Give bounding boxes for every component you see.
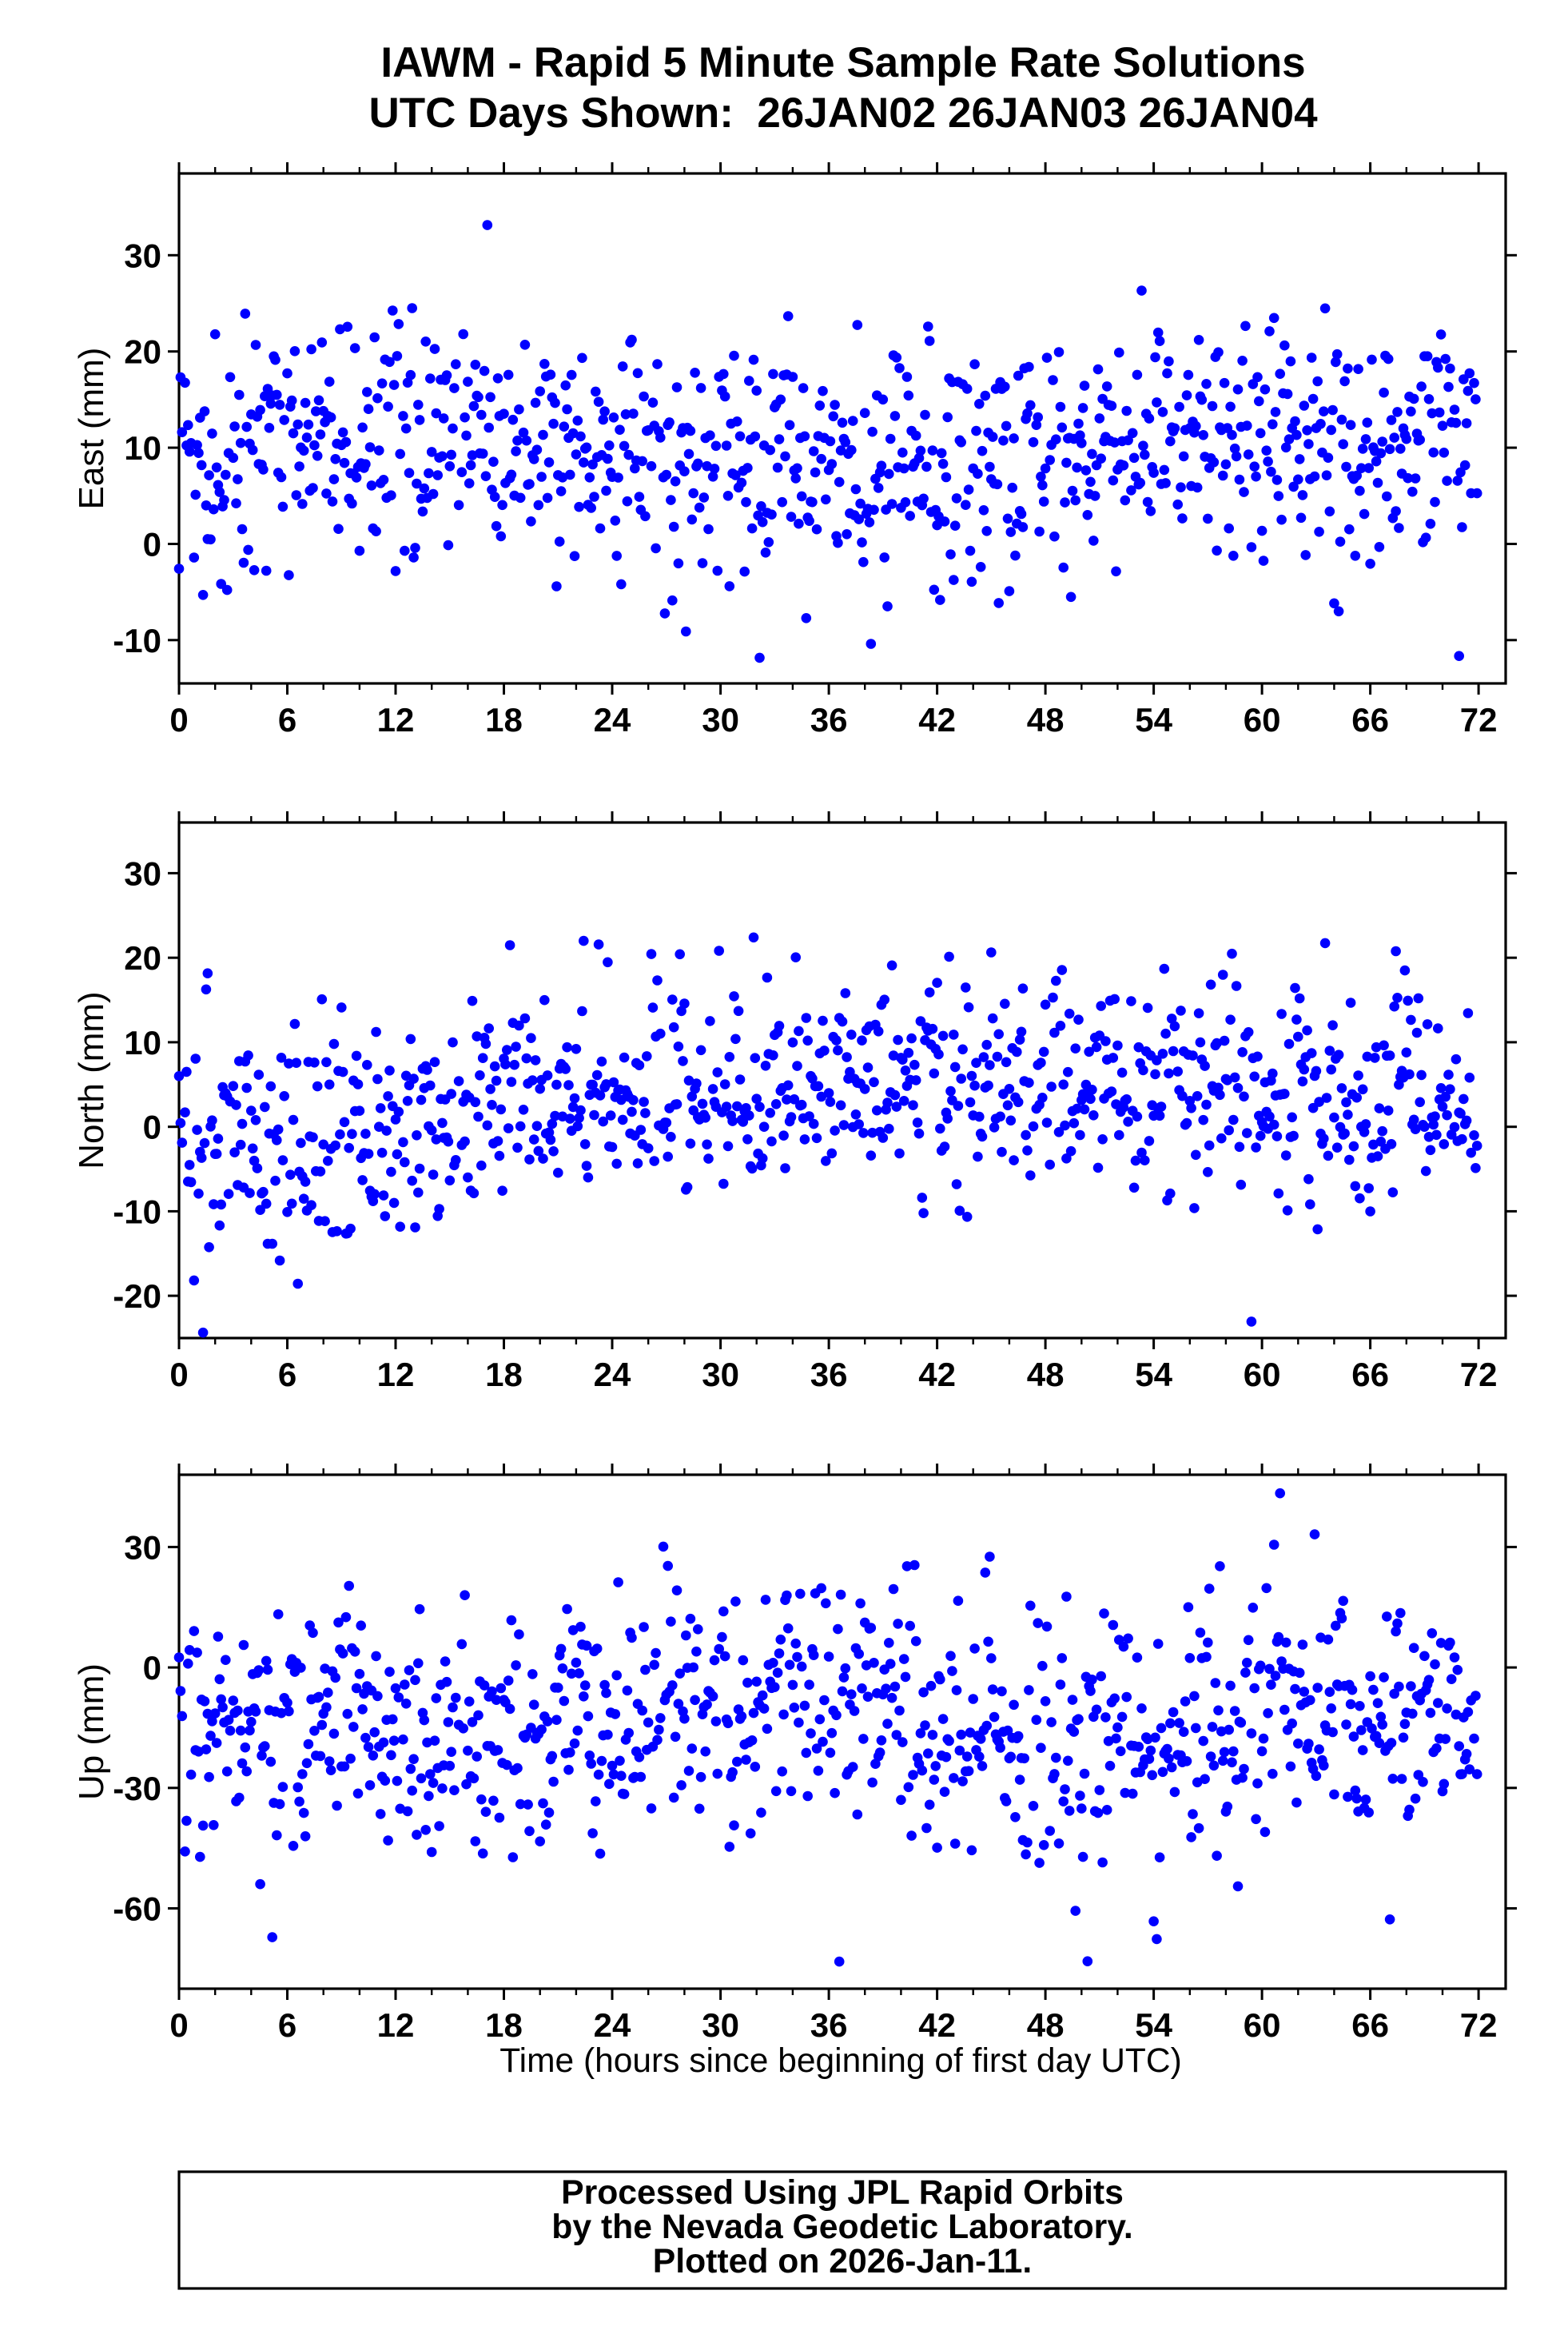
- svg-text:0: 0: [143, 526, 161, 564]
- svg-text:30: 30: [702, 1356, 739, 1393]
- svg-text:72: 72: [1460, 1356, 1498, 1393]
- svg-text:6: 6: [278, 701, 296, 739]
- svg-text:54: 54: [1135, 701, 1172, 739]
- svg-text:0: 0: [169, 1356, 188, 1393]
- svg-text:UTC Days Shown: 26JAN02 26JAN: UTC Days Shown: 26JAN02 26JAN03 26JAN04: [368, 90, 1318, 137]
- svg-text:48: 48: [1027, 1356, 1065, 1393]
- svg-text:36: 36: [810, 2006, 848, 2044]
- svg-text:48: 48: [1027, 701, 1065, 739]
- svg-text:60: 60: [1244, 2006, 1281, 2044]
- svg-text:66: 66: [1351, 1356, 1389, 1393]
- svg-text:24: 24: [594, 1356, 631, 1393]
- svg-text:20: 20: [124, 333, 161, 371]
- svg-text:72: 72: [1460, 2006, 1498, 2044]
- svg-text:24: 24: [594, 2006, 631, 2044]
- svg-text:-60: -60: [113, 1890, 161, 1928]
- svg-text:42: 42: [918, 701, 956, 739]
- svg-text:IAWM - Rapid 5 Minute Sample R: IAWM - Rapid 5 Minute Sample Rate Soluti…: [380, 39, 1305, 86]
- svg-text:18: 18: [485, 701, 523, 739]
- svg-text:6: 6: [278, 2006, 296, 2044]
- svg-text:30: 30: [124, 237, 161, 274]
- svg-text:24: 24: [594, 701, 631, 739]
- svg-text:60: 60: [1244, 1356, 1281, 1393]
- svg-text:30: 30: [702, 701, 739, 739]
- svg-text:36: 36: [810, 701, 848, 739]
- svg-text:30: 30: [124, 1528, 161, 1566]
- svg-text:Time (hours since beginning of: Time (hours since beginning of first day…: [499, 2042, 1181, 2080]
- svg-text:42: 42: [918, 1356, 956, 1393]
- svg-text:0: 0: [143, 1649, 161, 1687]
- svg-text:72: 72: [1460, 701, 1498, 739]
- svg-text:42: 42: [918, 2006, 956, 2044]
- svg-text:30: 30: [124, 854, 161, 892]
- svg-text:18: 18: [485, 1356, 523, 1393]
- svg-text:20: 20: [124, 939, 161, 977]
- svg-text:12: 12: [377, 1356, 415, 1393]
- svg-text:North (mm): North (mm): [72, 991, 111, 1169]
- svg-text:-20: -20: [113, 1277, 161, 1315]
- svg-text:0: 0: [169, 2006, 188, 2044]
- svg-text:48: 48: [1027, 2006, 1065, 2044]
- svg-text:-30: -30: [113, 1770, 161, 1807]
- svg-text:Plotted on 2026-Jan-11.: Plotted on 2026-Jan-11.: [653, 2242, 1032, 2280]
- svg-text:66: 66: [1351, 701, 1389, 739]
- svg-text:by the Nevada Geodetic Laborat: by the Nevada Geodetic Laboratory.: [551, 2208, 1132, 2246]
- svg-text:0: 0: [143, 1109, 161, 1146]
- svg-text:54: 54: [1135, 1356, 1172, 1393]
- svg-text:Up (mm): Up (mm): [72, 1663, 111, 1800]
- svg-text:10: 10: [124, 1024, 161, 1061]
- svg-text:66: 66: [1351, 2006, 1389, 2044]
- svg-text:18: 18: [485, 2006, 523, 2044]
- svg-text:6: 6: [278, 1356, 296, 1393]
- svg-text:12: 12: [377, 701, 415, 739]
- svg-text:Processed Using JPL Rapid Orbi: Processed Using JPL Rapid Orbits: [561, 2173, 1124, 2212]
- svg-text:10: 10: [124, 429, 161, 467]
- svg-text:36: 36: [810, 1356, 848, 1393]
- svg-text:60: 60: [1244, 701, 1281, 739]
- svg-text:30: 30: [702, 2006, 739, 2044]
- svg-text:East (mm): East (mm): [72, 348, 111, 510]
- svg-text:-10: -10: [113, 1193, 161, 1230]
- svg-text:54: 54: [1135, 2006, 1172, 2044]
- svg-text:-10: -10: [113, 622, 161, 659]
- svg-text:12: 12: [377, 2006, 415, 2044]
- svg-text:0: 0: [169, 701, 188, 739]
